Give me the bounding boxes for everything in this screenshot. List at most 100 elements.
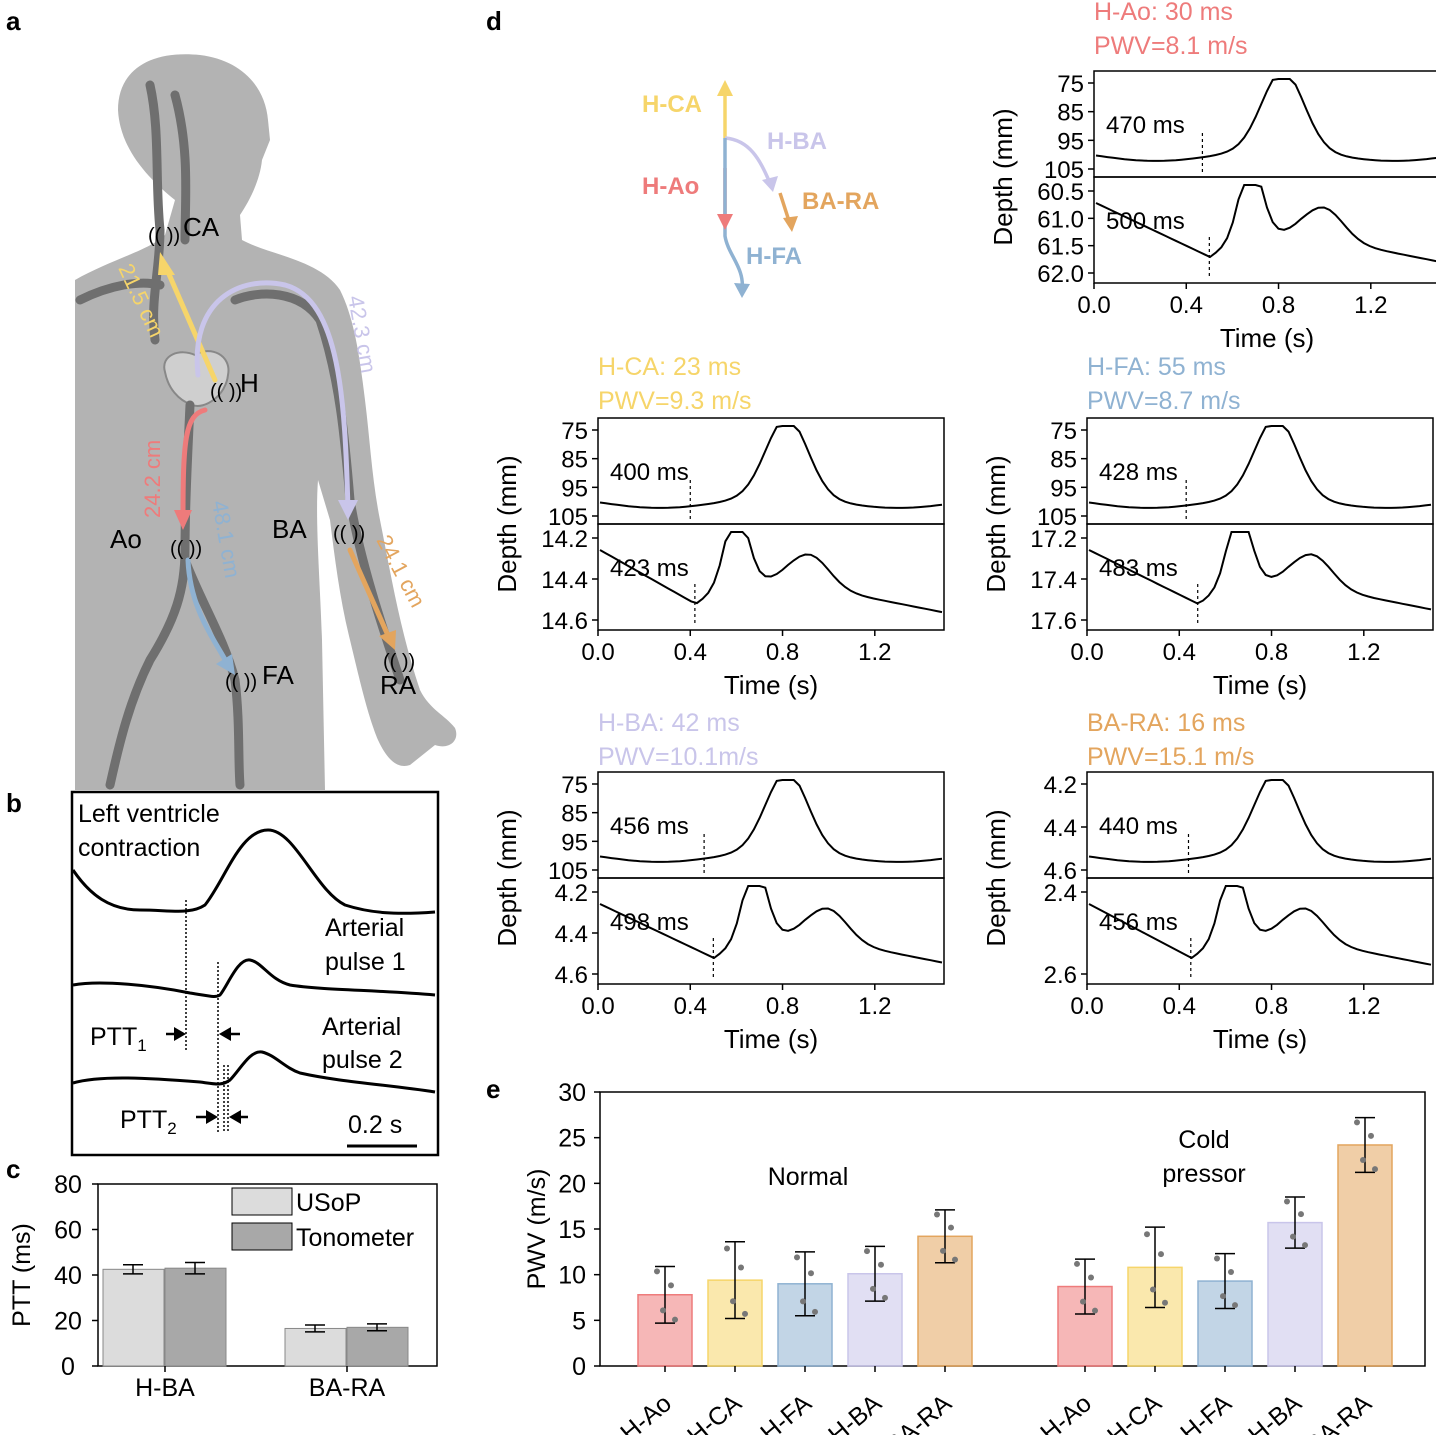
waveform-pulse2 xyxy=(72,1050,436,1094)
label-arterial-1: Arterial xyxy=(325,914,404,942)
panel-a-body-illustration: (( )) CA (( )) H (( )) Ao (( )) BA (( ))… xyxy=(75,54,457,790)
d-ytick-label-top: 95 xyxy=(1057,128,1084,155)
d-ytick-label-bottom: 62.0 xyxy=(1037,261,1084,288)
d-ytick-label-bottom: 2.6 xyxy=(1044,962,1077,989)
arrow-h-ao xyxy=(180,407,208,523)
d-waveform-top xyxy=(1088,425,1432,509)
d-ytick-label-bottom: 4.4 xyxy=(555,921,588,948)
d-ytick-label-bottom: 17.4 xyxy=(1030,567,1077,594)
d-title-delay: H-FA: 55 ms xyxy=(1087,353,1226,381)
panel-b-frame xyxy=(70,790,440,1157)
d-title-pwv: PWV=10.1m/s xyxy=(598,743,758,771)
d-ytick-label-bottom: 61.0 xyxy=(1037,206,1084,233)
d-waveform-top xyxy=(599,779,943,863)
d-ytick-label-top: 105 xyxy=(1037,504,1077,531)
site-label-ao: Ao xyxy=(110,524,142,554)
d-ytick-label-top: 85 xyxy=(561,801,588,828)
e-xtick-label: H-CA xyxy=(682,1389,747,1435)
d-ytick-label-bottom: 2.4 xyxy=(1044,880,1077,907)
c-bar xyxy=(284,1327,347,1367)
c-bar xyxy=(164,1267,227,1367)
e-ytick-label: 0 xyxy=(572,1353,586,1381)
panel-d-schematic: H-CA H-BA H-Ao BA-RA H-FA xyxy=(642,80,879,298)
schem-label-h-ba: H-BA xyxy=(767,128,827,155)
schem-h-ba xyxy=(724,136,772,184)
e-data-point xyxy=(1220,1293,1226,1300)
d-ytick-label-top: 4.4 xyxy=(1044,815,1077,842)
e-xtick-label: H-CA xyxy=(1102,1389,1167,1435)
c-ytick-label: 0 xyxy=(61,1353,75,1381)
e-data-point xyxy=(940,1247,946,1254)
e-data-point xyxy=(870,1285,876,1292)
d-xtick-label: 1.2 xyxy=(1354,292,1387,319)
e-data-point xyxy=(1080,1298,1086,1305)
panel-letter-d: d xyxy=(486,6,502,36)
d-ytick-label-top: 105 xyxy=(548,858,588,885)
site-label-fa: FA xyxy=(262,660,294,690)
e-data-point xyxy=(668,1282,674,1289)
e-ytick-label: 5 xyxy=(572,1307,586,1335)
d-xtick-label: 1.2 xyxy=(1347,993,1380,1020)
e-data-point xyxy=(1302,1242,1308,1249)
e-group-label-cold: Cold xyxy=(1178,1126,1229,1154)
arrow-h-ca xyxy=(162,262,218,383)
sensor-ao-icon: (( )) xyxy=(170,538,202,560)
e-bar xyxy=(637,1294,693,1367)
d-xtick-label: 1.2 xyxy=(858,639,891,666)
c-legend-label: USoP xyxy=(296,1189,361,1217)
schem-arrowhead-h-ba-icon xyxy=(762,176,778,192)
c-xtick-label: H-BA xyxy=(135,1374,195,1402)
arrow-h-fa xyxy=(185,557,231,668)
d-annot-bottom: 483 ms xyxy=(1099,555,1178,582)
c-ytick-label: 40 xyxy=(54,1262,82,1290)
d-waveform-top xyxy=(1088,779,1432,863)
d-xtick-label: 0.0 xyxy=(581,639,614,666)
ptt1-arrowhead-right-icon xyxy=(219,1027,231,1041)
e-xtick-label: H-Ao xyxy=(615,1389,677,1435)
e-ytick-label: 15 xyxy=(558,1216,586,1244)
d-bottom-frame xyxy=(1093,176,1436,284)
e-data-point xyxy=(1228,1269,1234,1276)
e-data-point xyxy=(1088,1274,1094,1281)
d-ylabel: Depth (mm) xyxy=(981,809,1011,946)
schem-label-h-fa: H-FA xyxy=(746,243,802,270)
c-ylabel: PTT (ms) xyxy=(8,1223,36,1327)
d-ytick-label-bottom: 4.6 xyxy=(555,962,588,989)
d-title-delay: H-Ao: 30 ms xyxy=(1094,0,1233,26)
panel-c-ptt-bar-chart: 0 20 40 60 80 PTT (ms) H-BA BA-RA USoP Tonometer xyxy=(8,1171,438,1402)
e-data-point xyxy=(1150,1286,1156,1293)
schem-h-fa xyxy=(723,138,745,291)
e-group-label-normal: Normal xyxy=(768,1163,849,1191)
e-ytick-label: 20 xyxy=(558,1170,586,1198)
e-data-point xyxy=(882,1294,888,1301)
d-waveform-top xyxy=(599,425,943,509)
d-ytick-label-bottom: 17.2 xyxy=(1030,526,1077,553)
waveform-pulse1 xyxy=(72,958,436,998)
c-legend-swatch xyxy=(231,1222,293,1251)
e-ytick-label: 30 xyxy=(558,1079,586,1107)
d-ytick-label-bottom: 14.4 xyxy=(541,567,588,594)
d-ytick-label-top: 95 xyxy=(1050,475,1077,502)
d-annot-bottom: 423 ms xyxy=(610,555,689,582)
e-data-point xyxy=(1092,1307,1098,1314)
d-waveform-bottom xyxy=(1095,184,1436,263)
c-bar xyxy=(346,1326,409,1367)
d-xtick-label: 0.4 xyxy=(1163,639,1196,666)
panel-letter-a: a xyxy=(6,6,21,36)
e-xtick-label: H-BA xyxy=(823,1389,887,1435)
sensor-ca-icon: (( )) xyxy=(148,225,180,247)
d-ytick-label-bottom: 4.2 xyxy=(555,880,588,907)
e-data-point xyxy=(934,1211,940,1218)
d-xtick-label: 0.4 xyxy=(1170,292,1203,319)
e-xtick-label: H-BA xyxy=(1243,1389,1307,1435)
d-annot-bottom: 456 ms xyxy=(1099,909,1178,936)
d-ylabel: Depth (mm) xyxy=(988,108,1018,245)
d-waveform-bottom xyxy=(599,531,943,614)
e-data-point xyxy=(948,1224,954,1231)
e-xtick-label: H-FA xyxy=(1175,1389,1237,1435)
e-data-point xyxy=(1158,1251,1164,1258)
d-xtick-label: 0.0 xyxy=(1070,993,1103,1020)
d-title-pwv: PWV=8.1 m/s xyxy=(1094,32,1248,60)
